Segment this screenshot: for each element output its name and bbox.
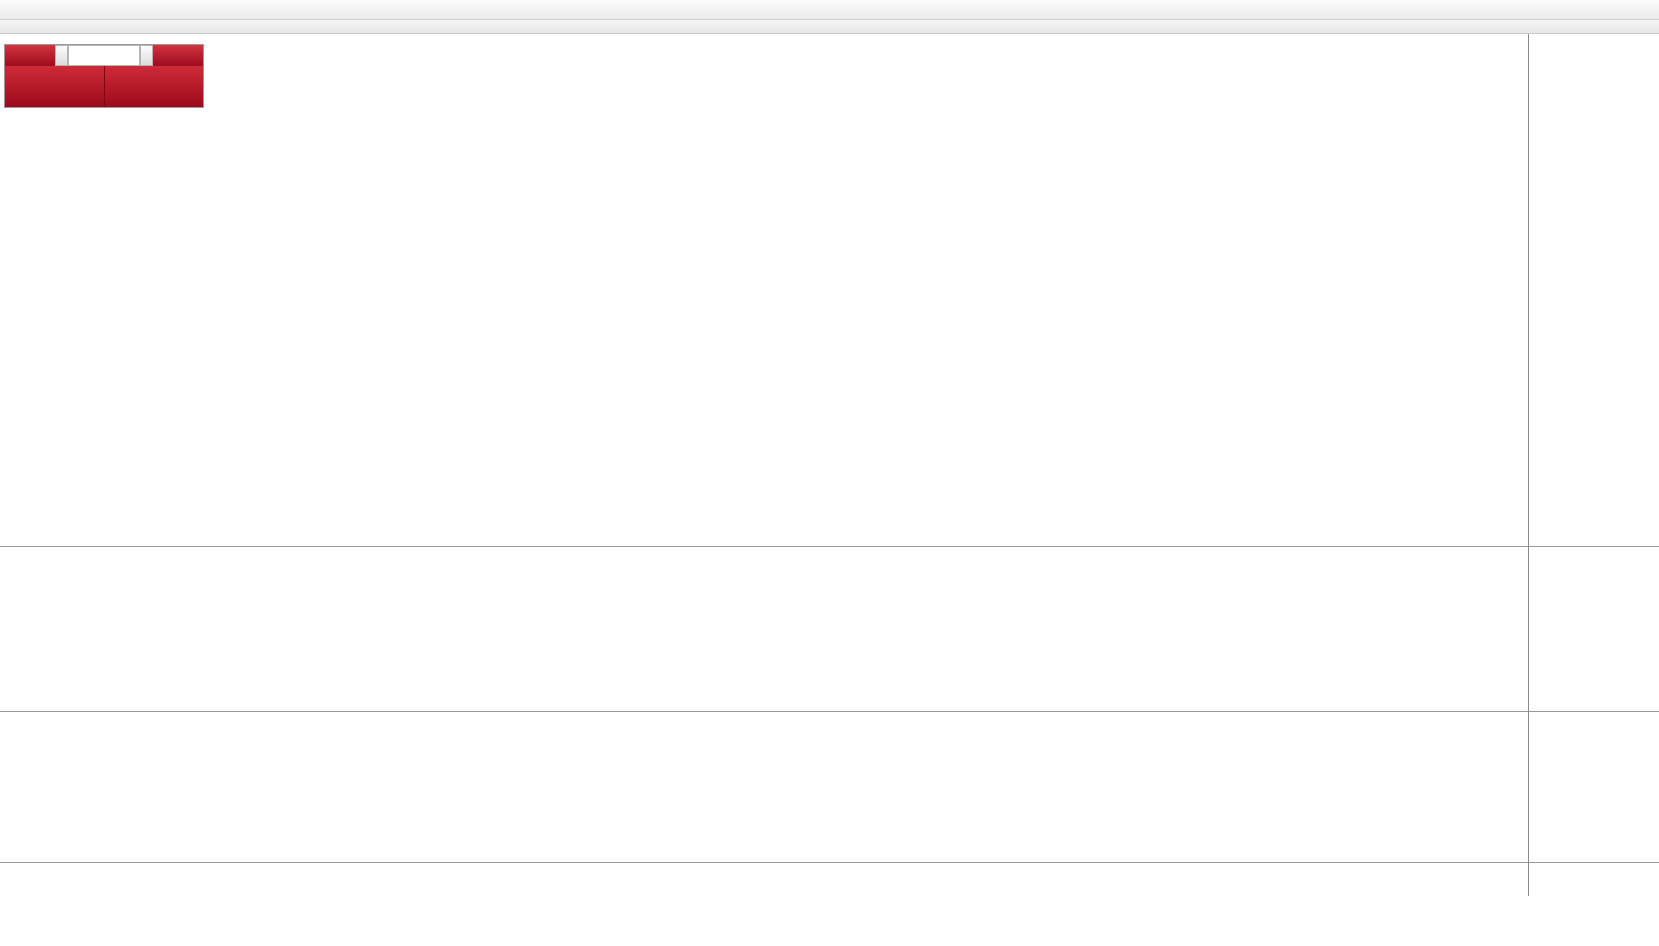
- sell-price-display[interactable]: [5, 66, 104, 107]
- rsi-axis[interactable]: [1529, 712, 1659, 862]
- sell-button[interactable]: [5, 45, 55, 66]
- macd-chart[interactable]: [0, 547, 1528, 711]
- volume-input[interactable]: [68, 45, 140, 66]
- price-axis[interactable]: [1529, 34, 1659, 546]
- rsi-chart[interactable]: [0, 712, 1528, 862]
- chart-title-bar: [0, 20, 1659, 34]
- buy-button[interactable]: [153, 45, 203, 66]
- one-click-trading-panel: [4, 44, 204, 108]
- axis-border: [1528, 34, 1529, 896]
- price-chart[interactable]: [0, 34, 1528, 546]
- main-toolbar: [0, 0, 1659, 20]
- buy-price-display[interactable]: [103, 66, 203, 107]
- macd-axis[interactable]: [1529, 547, 1659, 711]
- volume-decrease-button[interactable]: [55, 45, 68, 66]
- panel-separator[interactable]: [0, 546, 1659, 547]
- panel-separator[interactable]: [0, 711, 1659, 712]
- time-axis[interactable]: [0, 863, 1528, 895]
- panel-separator[interactable]: [0, 862, 1659, 863]
- volume-increase-button[interactable]: [140, 45, 153, 66]
